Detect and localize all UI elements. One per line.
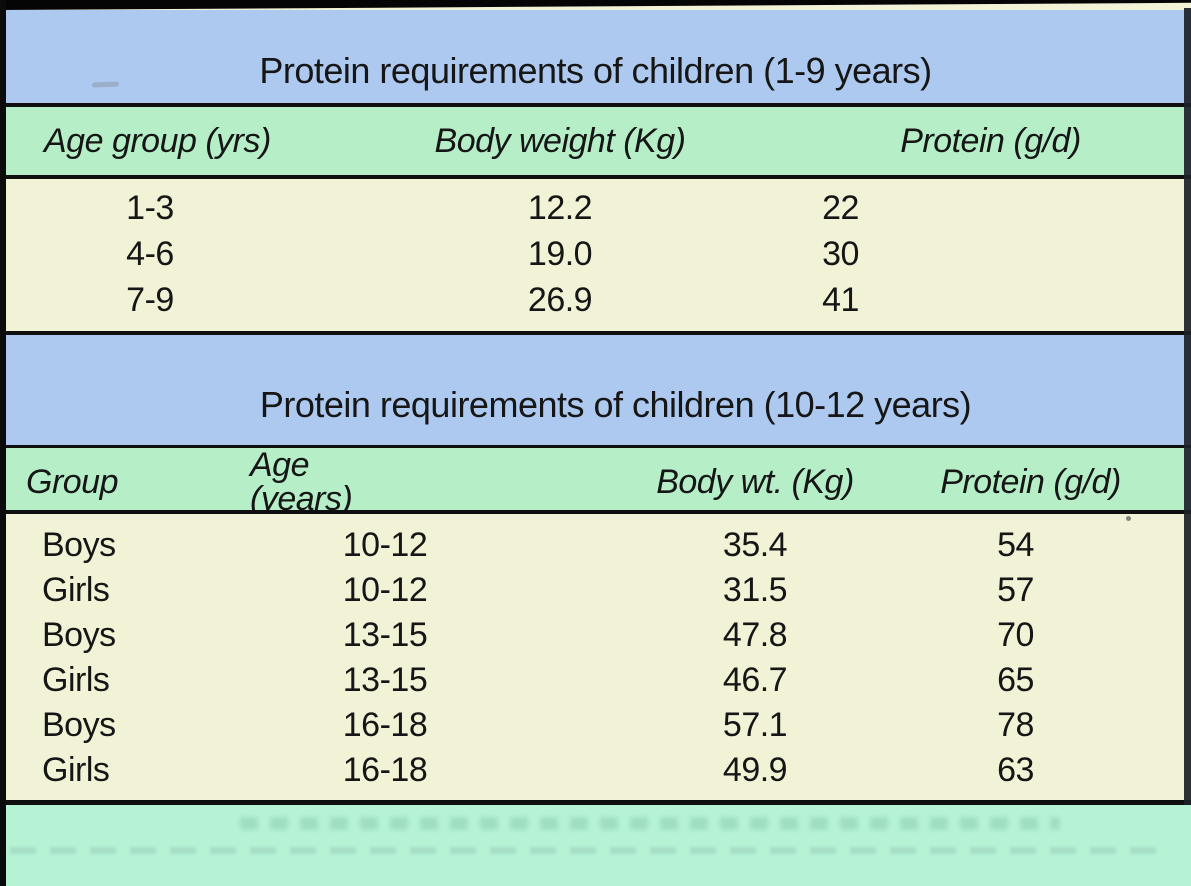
protein-cell: 78 [997, 705, 1034, 744]
body-wt-cell: 47.8 [722, 615, 788, 654]
group-cell: Girls [42, 750, 110, 789]
protein-cell: 57 [997, 570, 1034, 609]
table2-col-protein: Protein (g/d) [940, 463, 1121, 501]
table-row: 7-9 26.9 41 [0, 277, 1191, 323]
horizontal-rule [0, 800, 1191, 805]
scan-mark-artifact [91, 81, 120, 88]
table-row: 1-3 12.2 22 [0, 185, 1191, 231]
table1-col-protein: Protein (g/d) [900, 122, 1081, 160]
horizontal-rule [0, 175, 1191, 179]
table2-col-body-wt: Body wt. (Kg) [656, 463, 854, 501]
horizontal-rule [0, 103, 1191, 107]
table-row: 4-6 19.0 30 [0, 231, 1191, 277]
table1-title-band: Protein requirements of children (1-9 ye… [0, 10, 1191, 103]
table1-body: 1-3 12.2 22 4-6 19.0 30 7-9 26.9 41 [0, 179, 1191, 331]
table-row: Boys 10-12 35.4 54 [0, 522, 1191, 567]
protein-cell: 41 [822, 281, 859, 319]
protein-cell: 22 [822, 189, 859, 227]
table-row: Boys 13-15 47.8 70 [0, 612, 1191, 657]
age-cell: 13-15 [342, 615, 428, 654]
table2-col-age: Age (years) [250, 446, 353, 518]
scan-dot-artifact [1126, 516, 1131, 521]
age-cell: 10-12 [342, 570, 428, 609]
horizontal-rule [0, 510, 1191, 514]
body-weight-cell: 26.9 [527, 281, 593, 319]
body-wt-cell: 46.7 [722, 660, 788, 699]
group-cell: Boys [42, 705, 116, 744]
group-cell: Girls [42, 660, 110, 699]
table2-title: Protein requirements of children (10-12 … [259, 384, 972, 426]
table-row: Girls 13-15 46.7 65 [0, 657, 1191, 702]
age-cell: 16-18 [342, 705, 428, 744]
group-cell: Boys [42, 525, 116, 564]
age-cell: 16-18 [342, 750, 428, 789]
body-weight-cell: 19.0 [527, 235, 593, 273]
protein-cell: 70 [997, 615, 1034, 654]
group-cell: Boys [42, 615, 116, 654]
table1-header-row: Age group (yrs) Body weight (Kg) Protein… [0, 107, 1191, 175]
table1-col-body-weight: Body weight (Kg) [434, 122, 686, 160]
bleedthrough-artifact [10, 847, 1170, 854]
horizontal-rule [0, 331, 1191, 335]
table-row: Girls 10-12 31.5 57 [0, 567, 1191, 612]
body-wt-cell: 31.5 [722, 570, 788, 609]
age-group-cell: 7-9 [126, 281, 174, 319]
age-cell: 10-12 [342, 525, 428, 564]
table1-title: Protein requirements of children (1-9 ye… [259, 50, 932, 92]
body-wt-cell: 49.9 [722, 750, 788, 789]
table-row: Boys 16-18 57.1 78 [0, 702, 1191, 747]
page-footer-band [0, 805, 1191, 886]
table2-col-group: Group [26, 463, 119, 501]
scan-edge-left [0, 0, 6, 886]
table2-title-band: Protein requirements of children (10-12 … [0, 335, 1191, 445]
bleedthrough-artifact [240, 817, 1060, 830]
age-cell: 13-15 [342, 660, 428, 699]
protein-cell: 65 [997, 660, 1034, 699]
body-wt-cell: 57.1 [722, 705, 788, 744]
protein-cell: 54 [997, 525, 1034, 564]
scan-edge-right [1184, 8, 1191, 805]
table1-col-age-group: Age group (yrs) [44, 122, 271, 160]
protein-cell: 30 [822, 235, 859, 273]
table2-body: Boys 10-12 35.4 54 Girls 10-12 31.5 57 B… [0, 514, 1191, 800]
table2-header-row: Group Age (years) Body wt. (Kg) Protein … [0, 448, 1191, 516]
protein-cell: 63 [997, 750, 1034, 789]
horizontal-rule [0, 445, 1191, 448]
scan-edge-top [0, 0, 1191, 10]
body-weight-cell: 12.2 [527, 189, 593, 227]
group-cell: Girls [42, 570, 110, 609]
age-group-cell: 1-3 [126, 189, 174, 227]
age-group-cell: 4-6 [126, 235, 174, 273]
table-row: Girls 16-18 49.9 63 [0, 747, 1191, 792]
body-wt-cell: 35.4 [722, 525, 788, 564]
